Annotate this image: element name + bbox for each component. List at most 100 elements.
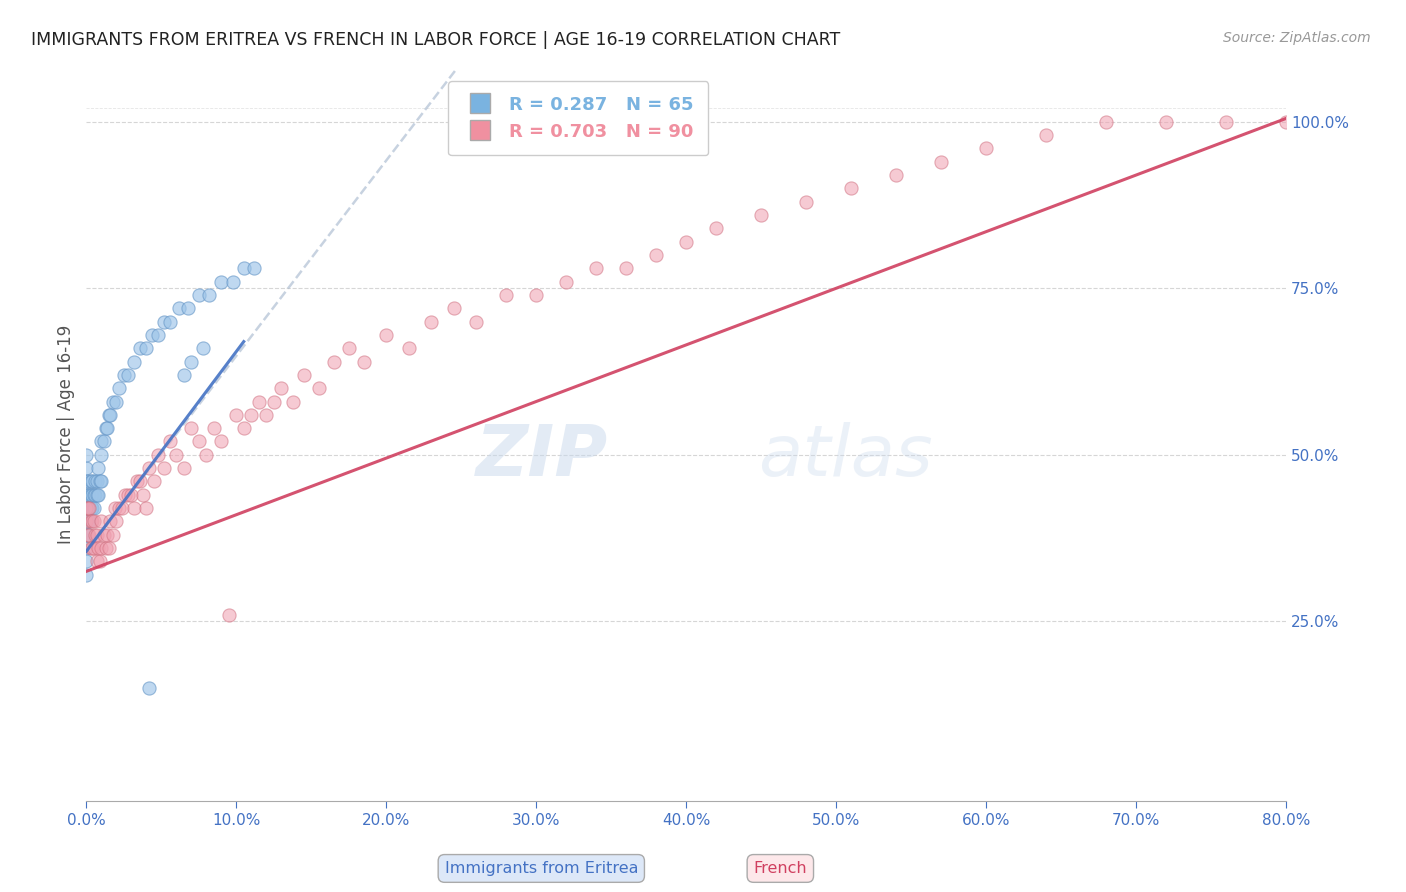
Point [614, 261, 637, 276]
Point [79, 501, 101, 516]
Point [75, 501, 97, 516]
Point [76, 501, 98, 516]
Point [75, 461, 97, 475]
Point [141, 327, 163, 342]
Point [308, 381, 330, 395]
Point [105, 515, 128, 529]
Point [117, 368, 139, 382]
Point [1275, 115, 1298, 129]
Point [75, 527, 97, 541]
Point [202, 421, 225, 435]
Point [129, 341, 152, 355]
Point [94, 421, 117, 435]
Point [93, 434, 115, 449]
Point [180, 421, 202, 435]
Point [82, 475, 104, 489]
Point [138, 461, 160, 475]
Point [159, 434, 181, 449]
Point [173, 368, 195, 382]
Point [75, 515, 97, 529]
Point [749, 208, 772, 222]
Point [153, 315, 176, 329]
Point [1154, 115, 1177, 129]
Point [495, 288, 517, 302]
Point [794, 194, 817, 209]
Point [375, 327, 398, 342]
Point [138, 681, 160, 695]
Point [132, 488, 155, 502]
Point [127, 475, 149, 489]
Point [929, 154, 952, 169]
Point [524, 288, 547, 302]
Point [97, 408, 120, 422]
Point [117, 488, 139, 502]
Point [82, 501, 104, 516]
Point [195, 448, 218, 462]
Point [76, 501, 98, 516]
Point [187, 288, 209, 302]
Point [104, 501, 127, 516]
Point [108, 501, 131, 516]
Point [83, 541, 105, 555]
Point [1095, 115, 1118, 129]
Point [84, 527, 107, 541]
Point [83, 501, 105, 516]
Point [292, 368, 315, 382]
Point [135, 501, 157, 516]
Point [322, 354, 344, 368]
Point [76, 488, 98, 502]
Point [87, 541, 110, 555]
Point [884, 168, 907, 182]
Point [1289, 115, 1312, 129]
Point [80, 475, 103, 489]
Point [247, 394, 270, 409]
Text: Source: ZipAtlas.com: Source: ZipAtlas.com [1223, 31, 1371, 45]
Legend: R = 0.287   N = 65, R = 0.703   N = 90: R = 0.287 N = 65, R = 0.703 N = 90 [449, 81, 709, 155]
Point [82, 541, 104, 555]
Point [83, 488, 105, 502]
Point [75, 501, 97, 516]
Point [76, 527, 98, 541]
Point [1035, 128, 1057, 142]
Point [82, 515, 104, 529]
Point [80, 515, 103, 529]
Point [98, 408, 121, 422]
Point [180, 354, 202, 368]
Point [86, 488, 108, 502]
Point [83, 515, 105, 529]
Point [96, 527, 118, 541]
Point [165, 448, 187, 462]
Point [270, 381, 292, 395]
Point [218, 607, 240, 622]
Point [353, 354, 375, 368]
Point [555, 275, 578, 289]
Point [283, 394, 305, 409]
Point [243, 261, 266, 276]
Point [80, 488, 103, 502]
Point [80, 541, 103, 555]
Point [114, 488, 136, 502]
Point [98, 515, 121, 529]
Point [148, 448, 170, 462]
Point [142, 475, 165, 489]
Point [232, 421, 254, 435]
Point [254, 408, 277, 422]
Point [103, 394, 125, 409]
Point [90, 434, 112, 449]
Point [585, 261, 607, 276]
Point [75, 567, 97, 582]
Point [76, 475, 98, 489]
Text: Immigrants from Eritrea: Immigrants from Eritrea [444, 861, 638, 876]
Point [84, 475, 107, 489]
Point [79, 527, 101, 541]
Point [135, 341, 157, 355]
Point [443, 301, 465, 316]
Point [124, 501, 146, 516]
Point [84, 488, 107, 502]
Text: IMMIGRANTS FROM ERITREA VS FRENCH IN LABOR FORCE | AGE 16-19 CORRELATION CHART: IMMIGRANTS FROM ERITREA VS FRENCH IN LAB… [31, 31, 841, 49]
Point [86, 475, 108, 489]
Point [89, 554, 111, 568]
Point [79, 515, 101, 529]
Point [1305, 115, 1327, 129]
Point [159, 315, 181, 329]
